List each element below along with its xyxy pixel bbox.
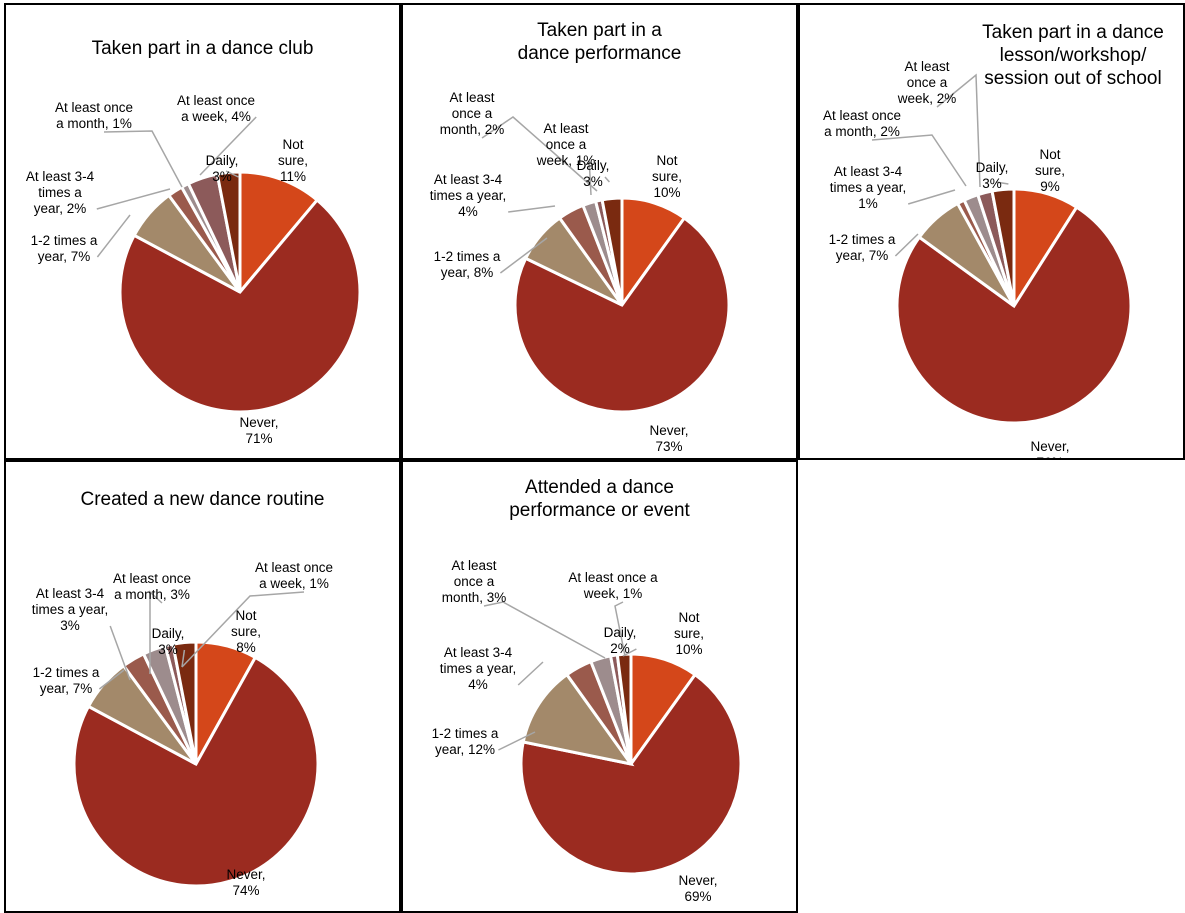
data-label-at-least-once-a-week: At least once a week, 1% <box>536 121 596 168</box>
chart-title: Taken part in a dance lesson/workshop/ s… <box>982 22 1164 89</box>
pie-slice-never <box>895 205 1133 425</box>
data-label-daily: Daily, 3% <box>576 158 610 189</box>
data-label-never: Never, 71% <box>239 415 279 446</box>
data-label-1-2-times-a-year: 1-2 times a year, 7% <box>828 232 896 263</box>
pie-slice-daily <box>171 640 198 765</box>
data-label-at-least-once-a-week: At least once a week, 4% <box>176 93 256 124</box>
chart-panel-dance-club: Taken part in a dance club Not sure, 11%… <box>4 3 401 460</box>
leader-line-1-2-times-a-year <box>96 214 131 258</box>
pie-slice-daily <box>990 187 1016 307</box>
data-label-1-2-times-a-year: 1-2 times a year, 7% <box>32 665 100 696</box>
leader-line-at-least-3-4-times-a-year <box>907 189 956 205</box>
data-label-at-least-once-a-week: At least once a week, 2% <box>897 59 957 106</box>
data-label-at-least-once-a-month: At least once a month, 3% <box>112 571 192 602</box>
leader-line-daily <box>181 649 186 668</box>
data-label-1-2-times-a-year: 1-2 times a year, 7% <box>30 233 98 264</box>
chart-panel-dance-performance: Taken part in a dance performance Not su… <box>401 3 798 460</box>
leader-line-at-least-once-a-month <box>871 134 967 187</box>
leader-line-at-least-once-a-week <box>181 591 305 668</box>
leader-line-at-least-once-a-week <box>588 160 592 196</box>
data-label-daily: Daily, 3% <box>975 160 1009 191</box>
leader-line-at-least-3-4-times-a-year <box>109 625 131 681</box>
pie-slice-never <box>513 215 731 414</box>
chart-title: Attended a dance performance or event <box>509 477 690 521</box>
pie-chart-svg <box>96 116 362 414</box>
leader-line-at-least-3-4-times-a-year <box>96 188 171 210</box>
pie-chart-svg <box>483 601 743 876</box>
leader-line-1-2-times-a-year <box>498 731 536 751</box>
leader-line-1-2-times-a-year <box>499 237 548 274</box>
leader-line-at-least-once-a-week <box>614 601 626 657</box>
data-label-not-sure: Not sure, 9% <box>1034 147 1065 194</box>
data-label-never: Never, 73% <box>649 423 689 454</box>
chart-title: Taken part in a dance performance <box>517 20 682 64</box>
data-label-1-2-times-a-year: 1-2 times a year, 12% <box>431 726 499 757</box>
data-label-not-sure: Not sure, 8% <box>230 608 261 655</box>
leader-line-at-least-once-a-month <box>103 130 183 188</box>
leader-line-1-2-times-a-year <box>894 233 919 257</box>
data-label-at-least-3-4-times-a-year: At least 3-4 times a year, 2% <box>25 169 95 216</box>
chart-title: Created a new dance routine <box>80 489 325 510</box>
pie-chart-svg <box>871 73 1133 425</box>
chart-title: Taken part in a dance club <box>91 38 314 59</box>
leader-line-at-least-once-a-month <box>483 601 606 659</box>
leader-line-at-least-once-a-month <box>149 590 163 674</box>
data-label-at-least-3-4-times-a-year: At least 3-4 times a year, 4% <box>439 645 517 692</box>
leader-line-daily <box>225 170 239 178</box>
chart-panel-dance-lesson: Taken part in a dance lesson/workshop/ s… <box>798 3 1185 460</box>
data-label-at-least-3-4-times-a-year: At least 3-4 times a year, 4% <box>429 172 507 219</box>
chart-panel-attended-event: Attended a dance performance or event No… <box>401 460 798 913</box>
data-label-not-sure: Not sure, 11% <box>277 137 308 184</box>
data-label-at-least-once-a-month: At least once a month, 2% <box>822 108 902 139</box>
data-label-at-least-once-a-month: At least once a month, 2% <box>439 90 505 137</box>
data-label-at-least-once-a-week: At least once a week, 1% <box>568 570 658 601</box>
pie-slice-1-2-times-a-year <box>521 672 635 767</box>
data-label-1-2-times-a-year: 1-2 times a year, 8% <box>433 249 501 280</box>
leader-line-daily <box>604 176 610 183</box>
pie-slice-never <box>72 655 320 888</box>
pie-slice-never <box>519 672 743 876</box>
data-label-never: Never, 74% <box>226 867 266 898</box>
leader-line-at-least-once-a-week <box>199 116 257 176</box>
data-label-at-least-3-4-times-a-year: At least 3-4 times a year, 1% <box>829 164 907 211</box>
data-label-at-least-once-a-month: At least once a month, 1% <box>54 100 134 131</box>
data-label-never: Never, 76% <box>1030 439 1070 458</box>
pie-slice-never <box>118 197 362 414</box>
data-label-daily: Daily, 3% <box>151 626 185 657</box>
data-label-at-least-3-4-times-a-year: At least 3-4 times a year, 3% <box>31 586 109 633</box>
leader-line-daily <box>995 181 1009 185</box>
data-label-never: Never, 69% <box>678 873 718 904</box>
data-label-daily: Daily, 2% <box>603 625 637 656</box>
data-label-not-sure: Not sure, 10% <box>651 153 682 200</box>
leader-line-at-least-once-a-month <box>481 116 598 192</box>
pie-chart-svg <box>72 590 320 888</box>
leader-line-at-least-3-4-times-a-year <box>508 205 556 213</box>
leader-line-at-least-once-a-week <box>936 73 981 188</box>
data-label-at-least-once-a-week: At least once a week, 1% <box>254 560 334 591</box>
leader-line-1-2-times-a-year <box>98 669 125 690</box>
data-label-not-sure: Not sure, 10% <box>673 610 704 657</box>
pie-slice-daily <box>600 196 624 306</box>
data-label-daily: Daily, 3% <box>205 153 239 184</box>
leader-line-at-least-3-4-times-a-year <box>517 661 544 686</box>
data-label-at-least-once-a-month: At least once a month, 3% <box>441 558 507 605</box>
pie-slice-not-sure <box>238 170 320 297</box>
chart-panel-dance-routine: Created a new dance routine Not sure, 8%… <box>4 460 401 913</box>
pie-chart-svg <box>481 116 731 414</box>
leader-line-daily <box>622 648 637 657</box>
